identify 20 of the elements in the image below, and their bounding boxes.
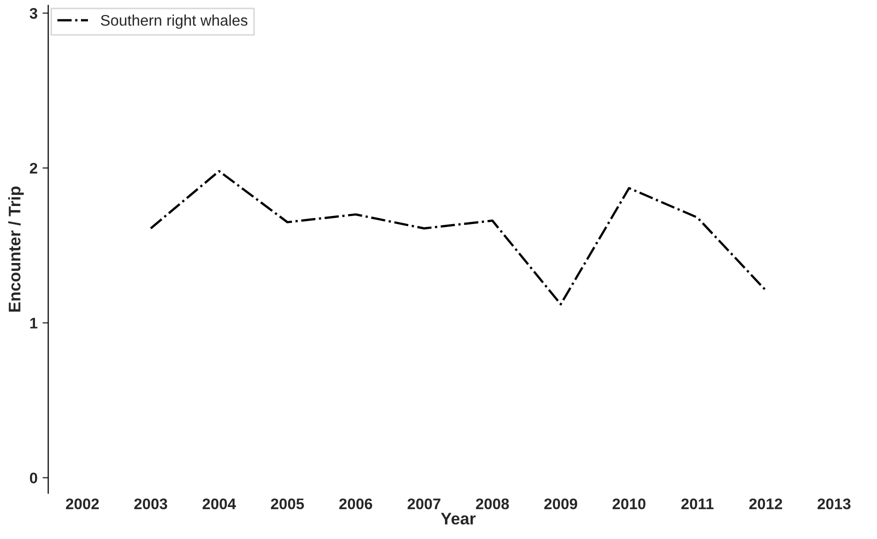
x-axis-title: Year [440, 512, 476, 525]
y-tick-label: 0 [30, 472, 38, 484]
legend-label: Southern right whales [100, 14, 248, 29]
x-tick-label: 2009 [544, 498, 578, 510]
x-tick-label: 2013 [818, 498, 851, 510]
x-tick-label: 2010 [612, 498, 646, 510]
y-tick-label: 3 [30, 8, 38, 19]
x-tick-label: 2007 [408, 498, 440, 510]
x-tick-label: 2008 [476, 498, 509, 510]
x-tick-label: 2005 [270, 498, 304, 510]
x-tick-label: 2002 [66, 498, 99, 510]
y-tick-label: 1 [30, 318, 38, 328]
y-tick-label: 2 [30, 162, 38, 174]
x-tick-label: 2003 [134, 498, 168, 510]
line-series [150, 170, 767, 306]
x-tick-label: 2006 [339, 498, 372, 510]
x-tick-label: 2004 [202, 498, 236, 510]
x-tick-label: 2011 [681, 498, 714, 510]
y-axis-title: Encounter / Trip [8, 186, 24, 312]
x-tick-label: 2012 [749, 498, 782, 510]
